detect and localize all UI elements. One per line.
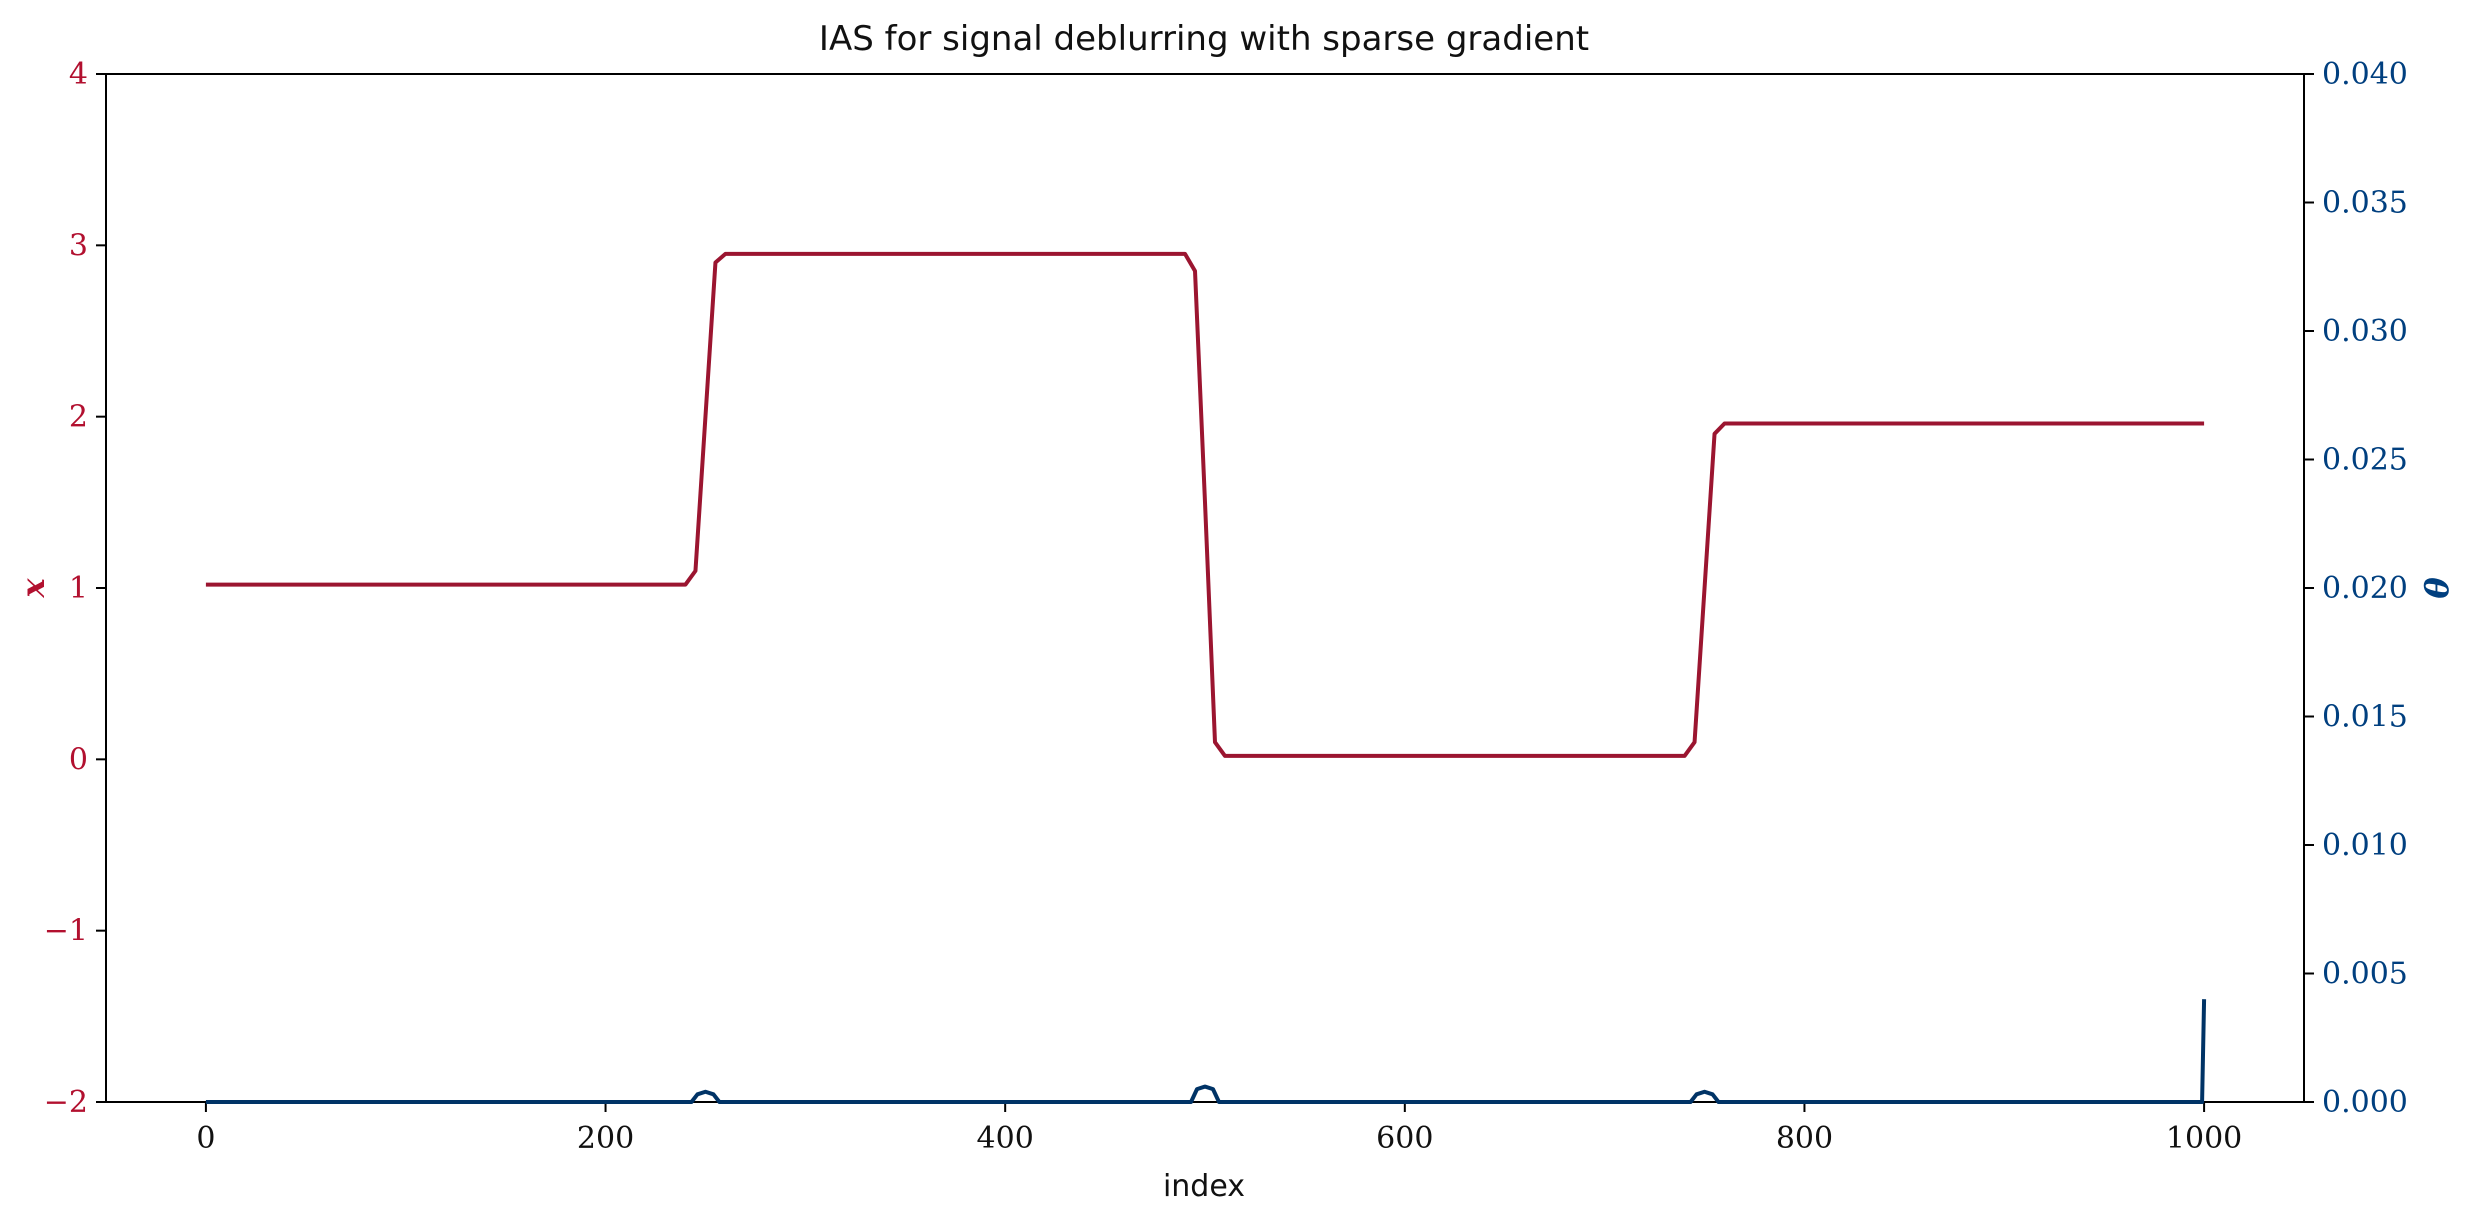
x-tick-label: 0 <box>196 1121 215 1156</box>
chart-title: IAS for signal deblurring with sparse gr… <box>819 19 1589 59</box>
theta-series-line <box>205 999 2207 1104</box>
left-y-tick-label: 4 <box>69 57 88 92</box>
right-y-tick-label: 0.030 <box>2322 314 2408 349</box>
x-tick-label: 400 <box>977 1121 1034 1156</box>
right-y-tick-label: 0.020 <box>2322 571 2408 606</box>
left-axis-label: x <box>14 578 52 599</box>
right-y-tick-label: 0.025 <box>2322 443 2408 478</box>
right-y-tick-label: 0.040 <box>2322 57 2408 92</box>
x-tick-label: 200 <box>577 1121 634 1156</box>
right-y-tick-label: 0.005 <box>2322 957 2408 992</box>
left-y-tick-label: 1 <box>69 571 88 606</box>
x-tick-label: 600 <box>1376 1121 1433 1156</box>
left-y-tick-label: −1 <box>44 914 88 949</box>
right-y-tick-label: 0.015 <box>2322 700 2408 735</box>
right-y-tick-label: 0.010 <box>2322 828 2408 863</box>
left-y-tick-label: 3 <box>69 228 88 263</box>
right-axis-label: θ <box>2418 577 2456 599</box>
right-y-tick-label: 0.035 <box>2322 186 2408 221</box>
x-tick-label: 1000 <box>2166 1121 2242 1156</box>
plot-frame <box>105 73 2305 1103</box>
right-y-tick-label: 0.000 <box>2322 1085 2408 1120</box>
x-tick-label: 800 <box>1776 1121 1833 1156</box>
left-y-tick-label: 2 <box>69 400 88 435</box>
axis-layer: 0 200 400 600 800 1000 −2 −1 0 1 2 3 4 0.000 0.005 0.01… <box>44 57 2408 1156</box>
series-layer <box>205 251 2207 1104</box>
left-y-tick-label: 0 <box>69 742 88 777</box>
x-axis-label: index <box>1163 1169 1245 1204</box>
left-y-tick-label: −2 <box>44 1085 88 1120</box>
x-series-line <box>205 251 2205 758</box>
